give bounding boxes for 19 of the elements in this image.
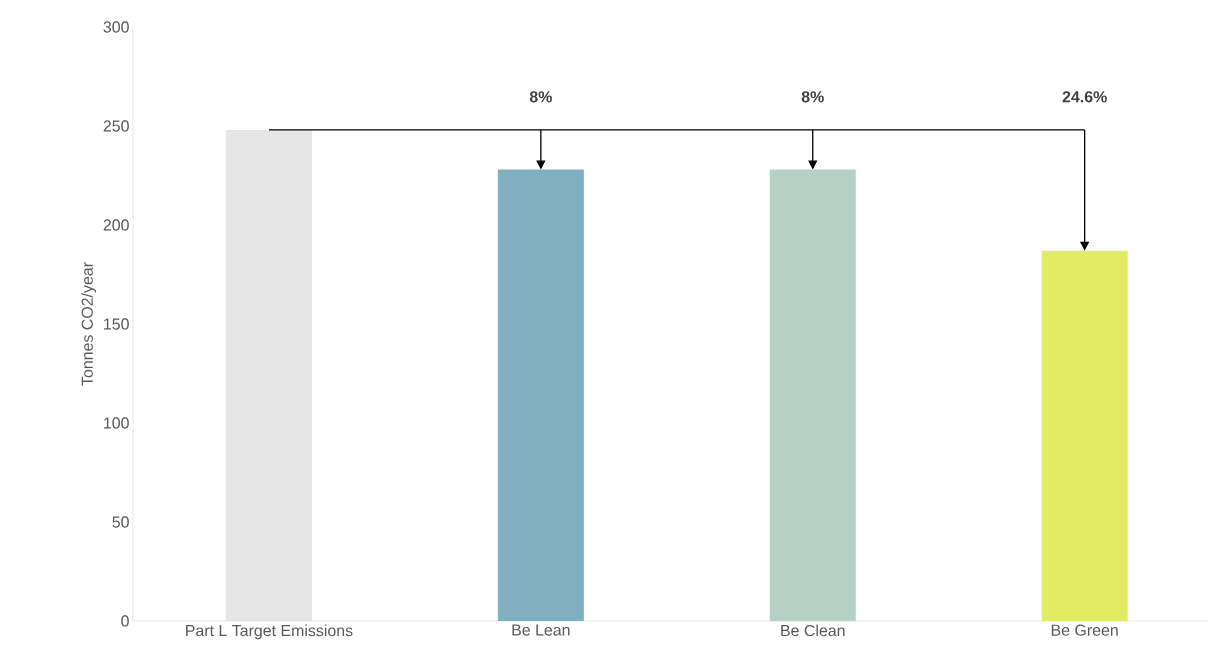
y-tick-label: 200 <box>103 219 129 231</box>
y-tick-label: 300 <box>103 21 129 33</box>
x-tick-label: Be Green <box>1051 624 1118 636</box>
x-tick-label: Part L Target Emissions <box>186 624 353 640</box>
annotation: 8% <box>529 91 552 103</box>
x-tick-label: Be Lean <box>512 624 570 636</box>
y-tick-label: 0 <box>121 615 129 627</box>
y-tick-label: 150 <box>104 318 129 330</box>
x-tick-label: Be Clean <box>781 624 845 637</box>
bar <box>225 129 312 621</box>
annotation: 24.6% <box>1062 91 1107 103</box>
y-tick-label: 100 <box>104 417 129 429</box>
y-tick-label: 250 <box>103 120 129 132</box>
y-axis-title: Tonnes CO2/year <box>81 262 97 386</box>
bar <box>497 169 584 621</box>
annotation: 8% <box>801 91 824 103</box>
bar <box>769 169 856 621</box>
y-tick-label: 50 <box>112 516 129 528</box>
bar <box>1041 250 1128 621</box>
